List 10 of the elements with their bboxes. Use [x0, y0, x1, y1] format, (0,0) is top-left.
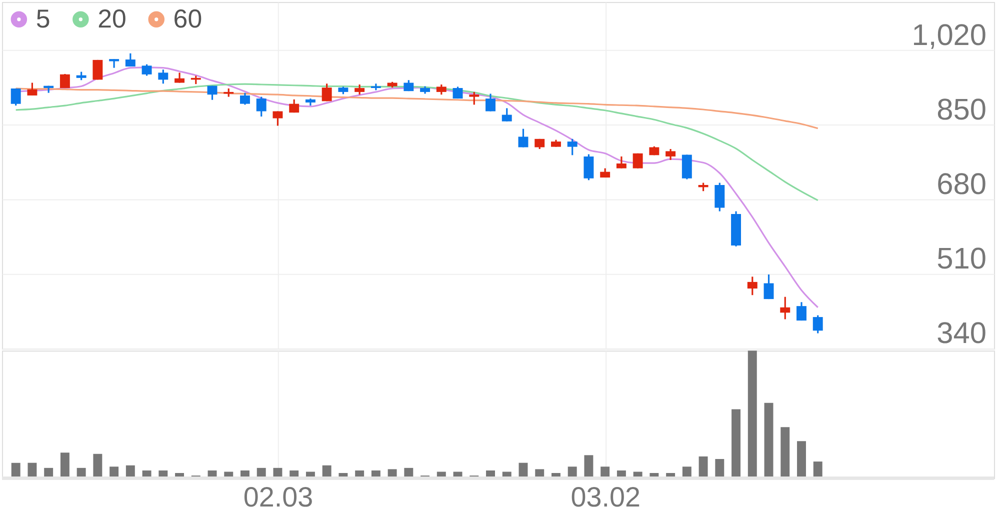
y-tick-label: 850 [936, 93, 987, 126]
legend-label: 20 [98, 5, 126, 34]
x-tick-label: 03.02 [570, 482, 640, 512]
y-tick-label: 510 [936, 242, 987, 276]
y-tick-label: 340 [936, 317, 987, 350]
legend-label: 5 [36, 5, 50, 34]
x-tick-label: 02.03 [243, 482, 314, 512]
y-tick-label: 680 [936, 168, 987, 201]
y-tick-label: 1,020 [912, 18, 987, 52]
legend-label: 60 [173, 5, 202, 34]
